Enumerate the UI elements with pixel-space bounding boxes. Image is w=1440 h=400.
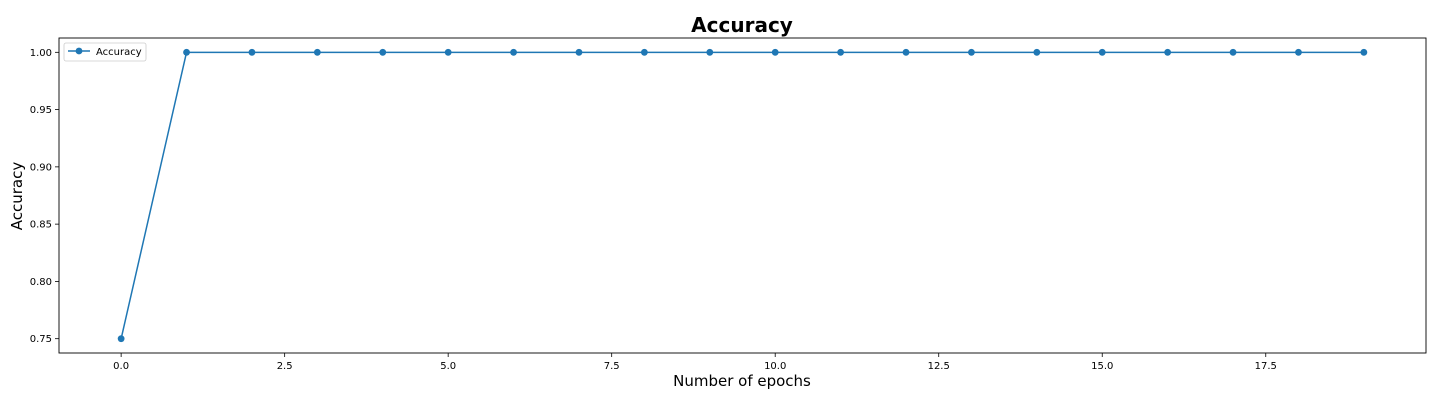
x-tick-label: 7.5 bbox=[604, 361, 620, 372]
data-point bbox=[1098, 48, 1106, 56]
series-line-accuracy bbox=[120, 51, 1364, 339]
y-tick-label: 0.75 bbox=[30, 334, 52, 345]
data-point bbox=[248, 48, 256, 56]
data-point bbox=[575, 48, 583, 56]
data-point bbox=[640, 48, 648, 56]
legend: Accuracy bbox=[63, 42, 147, 62]
data-point bbox=[837, 48, 845, 56]
x-tick-label: 15.0 bbox=[1091, 361, 1113, 372]
y-tick-label: 0.85 bbox=[30, 220, 52, 231]
legend-marker bbox=[75, 47, 83, 55]
y-tick-label: 1.00 bbox=[30, 48, 52, 59]
data-point bbox=[313, 48, 321, 56]
data-point bbox=[968, 48, 975, 56]
legend-label: Accuracy bbox=[96, 47, 142, 58]
data-point bbox=[1033, 48, 1041, 56]
data-point bbox=[902, 48, 910, 56]
legend-box bbox=[63, 42, 147, 62]
y-tick-label: 0.80 bbox=[30, 277, 52, 288]
x-tick-label: 0.0 bbox=[113, 361, 129, 372]
x-tick-label: 10.0 bbox=[764, 361, 786, 372]
data-point bbox=[379, 48, 387, 56]
x-tick-label: 17.5 bbox=[1255, 361, 1277, 372]
x-tick-label: 5.0 bbox=[440, 361, 456, 372]
y-tick-label: 0.95 bbox=[30, 105, 52, 116]
data-point bbox=[706, 48, 714, 56]
data-point bbox=[444, 48, 452, 56]
y-axis-label: Accuracy bbox=[8, 162, 26, 231]
data-point bbox=[117, 335, 125, 343]
chart-title: Accuracy bbox=[691, 13, 793, 37]
data-point bbox=[1164, 48, 1172, 56]
data-point bbox=[771, 48, 779, 56]
data-point bbox=[1295, 48, 1302, 56]
series-layer bbox=[117, 48, 1368, 343]
data-point bbox=[1360, 48, 1368, 56]
x-tick-label: 2.5 bbox=[277, 361, 293, 372]
x-tick-label: 12.5 bbox=[928, 361, 950, 372]
y-tick-label: 0.90 bbox=[30, 162, 52, 173]
plot-area bbox=[58, 37, 1427, 354]
data-point bbox=[1229, 48, 1237, 56]
x-axis-label: Number of epochs bbox=[673, 372, 811, 390]
data-point bbox=[510, 48, 517, 56]
data-point bbox=[183, 48, 190, 56]
y-axis: 0.75 0.80 0.85 0.90 0.95 1.00 bbox=[30, 48, 59, 345]
x-axis: 0.0 2.5 5.0 7.5 10.0 12.5 15.0 17.5 bbox=[113, 353, 1277, 372]
